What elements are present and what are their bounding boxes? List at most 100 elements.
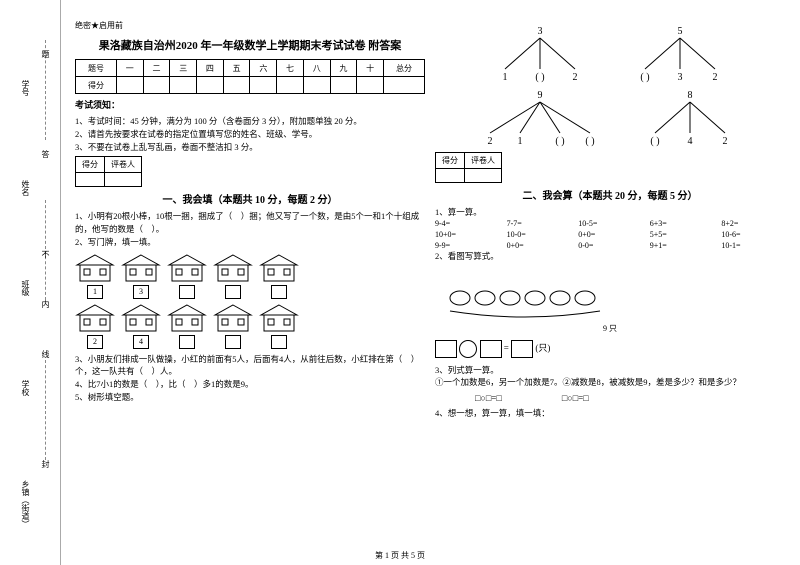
house-icon	[259, 303, 299, 333]
house	[259, 253, 299, 299]
table-row: 得分	[76, 77, 425, 94]
house-icon	[259, 253, 299, 283]
cell: 题号	[76, 60, 117, 77]
svg-text:( ): ( )	[640, 72, 649, 83]
cell: 得分	[76, 77, 117, 94]
calc-grid: 9-4= 7-7= 10-5= 6+3= 8+2= 10+0= 10-0= 0+…	[435, 219, 785, 250]
calc-cell: 10+0=	[435, 230, 499, 239]
cell: 得分	[436, 153, 465, 169]
notice-line: 3、不要在试卷上乱写乱画，卷面不整洁扣 3 分。	[75, 141, 425, 154]
cell: 评卷人	[105, 157, 142, 173]
animals-picture	[435, 263, 615, 323]
question-sub: ①一个加数是6，另一个加数是7。②减数是8，被减数是9，差是多少？和是多少？	[435, 376, 785, 389]
tree-row: 3 1 ( ) 2 5 ( ) 3 2	[435, 24, 785, 84]
section2-title: 二、我会算（本题共 20 分，每题 5 分）	[435, 187, 785, 202]
seal-mark: 内	[40, 300, 51, 308]
seal-mark: 封	[40, 460, 51, 468]
question: 3、小朋友们排成一队做操，小红的前面有5人，后面有4人，从前往后数，小红排在第（…	[75, 353, 425, 379]
cell: 九	[330, 60, 357, 77]
cell: 得分	[76, 157, 105, 173]
sidebar-label: 学号	[20, 80, 31, 96]
score-table: 题号 一 二 三 四 五 六 七 八 九 十 总分 得分	[75, 59, 425, 94]
operator-circle	[459, 340, 477, 358]
house: 2	[75, 303, 115, 349]
question: 2、写门牌，填一填。	[75, 236, 425, 249]
calc-cell: 10-6=	[721, 230, 785, 239]
page-footer: 第 1 页 共 5 页	[0, 550, 800, 561]
right-column: 3 1 ( ) 2 5 ( ) 3 2 9	[430, 20, 790, 540]
door-number	[271, 285, 287, 299]
svg-text:( ): ( )	[650, 136, 659, 147]
door-number: 4	[133, 335, 149, 349]
svg-text:( ): ( )	[585, 136, 594, 147]
sidebar-label: 乡镇（街道）	[20, 480, 31, 528]
cell: 七	[277, 60, 304, 77]
door-number	[179, 285, 195, 299]
house-icon	[75, 253, 115, 283]
door-number	[225, 285, 241, 299]
box-equation: □○□=□	[475, 393, 502, 403]
sidebar-label: 姓名	[20, 180, 31, 196]
house: 3	[121, 253, 161, 299]
calc-cell: 0+0=	[578, 230, 642, 239]
door-number: 2	[87, 335, 103, 349]
house: 1	[75, 253, 115, 299]
blank-box	[435, 340, 457, 358]
seal-line	[45, 360, 46, 460]
equation-pair: □○□=□ □○□=□	[475, 393, 785, 403]
calc-cell: 9-4=	[435, 219, 499, 228]
cell: 八	[303, 60, 330, 77]
calc-cell: 0+0=	[507, 241, 571, 250]
calc-cell: 10-5=	[578, 219, 642, 228]
house	[213, 253, 253, 299]
blank-box	[511, 340, 533, 358]
cell: 六	[250, 60, 277, 77]
section1-title: 一、我会填（本题共 10 分，每题 2 分）	[75, 191, 425, 206]
house	[213, 303, 253, 349]
question: 3、列式算一算。	[435, 364, 785, 377]
svg-text:8: 8	[688, 90, 693, 101]
notice-line: 2、请首先按要求在试卷的指定位置填写您的姓名、班级、学号。	[75, 128, 425, 141]
cell: 四	[197, 60, 224, 77]
unit-suffix: (只)	[535, 343, 550, 353]
house-icon	[121, 303, 161, 333]
seal-mark: 线	[40, 350, 51, 358]
notice-title: 考试须知：	[75, 98, 425, 111]
tree-diagram: 3 1 ( ) 2	[485, 24, 595, 84]
svg-text:2: 2	[713, 72, 718, 83]
cell: 评卷人	[465, 153, 502, 169]
calc-cell: 8+2=	[721, 219, 785, 228]
secret-label: 绝密★启用前	[75, 20, 425, 31]
question: 5、树形填空题。	[75, 391, 425, 404]
calc-cell: 9-9=	[435, 241, 499, 250]
brace-label: 9 只	[435, 323, 785, 334]
calc-cell: 10-1=	[721, 241, 785, 250]
svg-text:2: 2	[723, 136, 728, 147]
question: 2、看图写算式。	[435, 250, 785, 263]
svg-text:2: 2	[573, 72, 578, 83]
exam-title: 果洛藏族自治州2020 年一年级数学上学期期末考试试卷 附答案	[75, 37, 425, 53]
tree-row: 9 2 1 ( ) ( ) 8 ( ) 4 2	[435, 88, 785, 148]
house-icon	[213, 303, 253, 333]
question: 4、比7小1的数是（ ），比（ ）多1的数是9。	[75, 378, 425, 391]
exam-page: 绝密★启用前 果洛藏族自治州2020 年一年级数学上学期期末考试试卷 附答案 题…	[70, 20, 790, 540]
door-number	[271, 335, 287, 349]
notice-line: 1、考试时间：45 分钟，满分为 100 分（含卷面分 3 分），附加题单独 2…	[75, 115, 425, 128]
grader-table: 得分评卷人	[435, 152, 502, 183]
cell: 一	[116, 60, 143, 77]
house-row: 1 3	[75, 253, 425, 299]
house-icon	[167, 253, 207, 283]
answer-sheet-sidebar: 乡镇（街道） 学校 班级 姓名 学号 封 线 内 不 答 题	[0, 0, 61, 565]
svg-text:( ): ( )	[535, 72, 544, 83]
house: 4	[121, 303, 161, 349]
cell: 十	[357, 60, 384, 77]
door-number	[225, 335, 241, 349]
cell: 总分	[383, 60, 424, 77]
seal-mark: 答	[40, 150, 51, 158]
question: 1、小明有20根小棒，10根一捆，捆成了（ ）捆；他又写了一个数，是由5个一和1…	[75, 210, 425, 236]
svg-text:9: 9	[538, 90, 543, 101]
question: 1、算一算。	[435, 206, 785, 219]
equation-row: = (只)	[435, 340, 785, 358]
house-icon	[75, 303, 115, 333]
svg-text:( ): ( )	[555, 136, 564, 147]
